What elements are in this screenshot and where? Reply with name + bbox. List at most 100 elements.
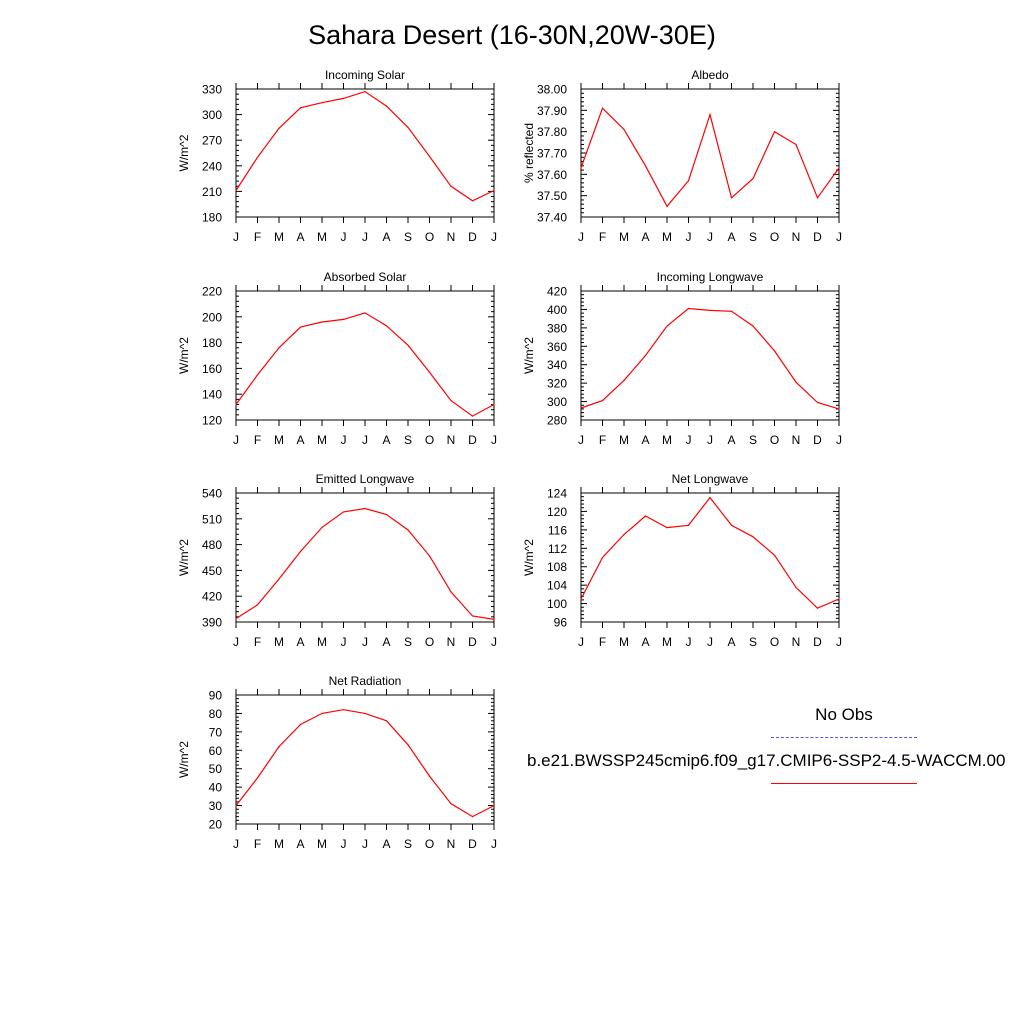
data-point	[342, 97, 345, 99]
data-point	[709, 114, 711, 116]
x-tick-label: O	[770, 635, 779, 649]
y-tick-label: 320	[547, 377, 567, 391]
x-tick-label: A	[727, 433, 735, 447]
x-tick-label: J	[707, 433, 713, 447]
x-tick-label: J	[362, 433, 368, 447]
x-tick-label: J	[686, 433, 692, 447]
y-axis-label: % reflected	[522, 123, 536, 183]
x-tick-label: J	[491, 230, 497, 244]
data-point	[278, 578, 280, 580]
legend-model-label: b.e21.BWSSP245cmip6.f09_g17.CMIP6-SSP2-4…	[527, 751, 1006, 770]
data-point	[428, 775, 431, 777]
x-tick-label: O	[425, 635, 434, 649]
x-tick-label: J	[362, 837, 368, 851]
x-tick-label: S	[749, 230, 757, 244]
chart-panel: Net Longwave W/m^2 96 100 104 108 112 116 120 124…	[522, 472, 842, 649]
x-tick-label: M	[662, 433, 672, 447]
x-tick-label: N	[447, 635, 456, 649]
x-tick-label: J	[233, 433, 239, 447]
y-tick-label: 37.70	[537, 147, 567, 161]
x-tick-label: A	[296, 433, 304, 447]
chart-title: Absorbed Solar	[324, 270, 407, 284]
y-tick-label: 400	[547, 303, 567, 317]
x-tick-label: M	[274, 433, 284, 447]
plot-frame	[235, 694, 495, 825]
data-point	[407, 126, 409, 128]
y-tick-label: 20	[209, 818, 223, 832]
x-tick-label: J	[836, 635, 842, 649]
y-tick-label: 37.60	[537, 168, 567, 182]
x-tick-label: S	[404, 433, 412, 447]
x-tick-label: M	[274, 837, 284, 851]
data-point	[795, 381, 797, 383]
x-tick-label: A	[382, 230, 390, 244]
x-tick-label: M	[662, 635, 672, 649]
y-axis-label: W/m^2	[177, 539, 191, 576]
x-tick-label: N	[447, 433, 456, 447]
series-line	[580, 107, 840, 208]
data-point	[773, 350, 776, 352]
x-tick-label: J	[341, 635, 347, 649]
data-point	[235, 804, 237, 807]
data-point	[773, 131, 776, 133]
data-point	[623, 379, 625, 381]
data-point	[623, 128, 625, 131]
data-point	[299, 107, 302, 109]
y-tick-label: 120	[547, 505, 567, 519]
x-tick-label: J	[233, 230, 239, 244]
y-tick-label: 180	[202, 211, 222, 225]
y-tick-label: 70	[209, 725, 223, 739]
y-tick-label: 300	[202, 108, 222, 122]
x-tick-label: N	[792, 635, 801, 649]
data-point	[666, 325, 668, 327]
y-tick-label: 140	[202, 388, 222, 402]
x-tick-label: M	[317, 230, 327, 244]
y-tick-label: 38.00	[537, 83, 567, 97]
x-tick-label: J	[341, 433, 347, 447]
x-tick-label: F	[254, 230, 261, 244]
x-tick-label: M	[317, 635, 327, 649]
data-point	[752, 178, 754, 180]
y-tick-label: 124	[547, 487, 567, 501]
x-tick-label: O	[425, 433, 434, 447]
x-tick-label: F	[254, 635, 261, 649]
data-point	[385, 105, 388, 107]
y-tick-label: 90	[209, 689, 223, 703]
series-line	[235, 90, 495, 202]
data-point	[450, 400, 452, 402]
data-point	[471, 615, 474, 617]
chart-title: Incoming Longwave	[657, 270, 764, 284]
x-tick-label: A	[296, 230, 304, 244]
chart-title: Albedo	[691, 68, 729, 82]
y-tick-label: 112	[548, 542, 567, 556]
x-tick-label: J	[362, 230, 368, 244]
data-point	[730, 310, 733, 312]
x-tick-label: A	[641, 230, 649, 244]
y-tick-label: 120	[202, 414, 222, 428]
data-point	[450, 803, 452, 805]
data-point	[580, 598, 582, 600]
data-point	[601, 107, 604, 109]
x-tick-label: A	[382, 433, 390, 447]
y-tick-label: 30	[209, 799, 223, 813]
y-tick-label: 510	[202, 512, 222, 526]
x-tick-label: F	[599, 230, 606, 244]
data-point	[493, 189, 495, 192]
x-tick-label: S	[404, 635, 412, 649]
x-tick-label: D	[468, 837, 477, 851]
x-tick-label: D	[468, 433, 477, 447]
data-point	[235, 403, 237, 406]
data-point	[278, 127, 280, 129]
data-point	[795, 586, 797, 589]
x-tick-label: J	[233, 635, 239, 649]
x-tick-label: N	[792, 230, 801, 244]
x-tick-label: J	[491, 433, 497, 447]
y-tick-label: 270	[202, 134, 222, 148]
x-tick-label: J	[362, 635, 368, 649]
data-point	[450, 185, 452, 187]
x-tick-label: O	[770, 433, 779, 447]
x-tick-label: J	[686, 635, 692, 649]
x-tick-label: M	[317, 433, 327, 447]
y-tick-label: 450	[202, 564, 222, 578]
